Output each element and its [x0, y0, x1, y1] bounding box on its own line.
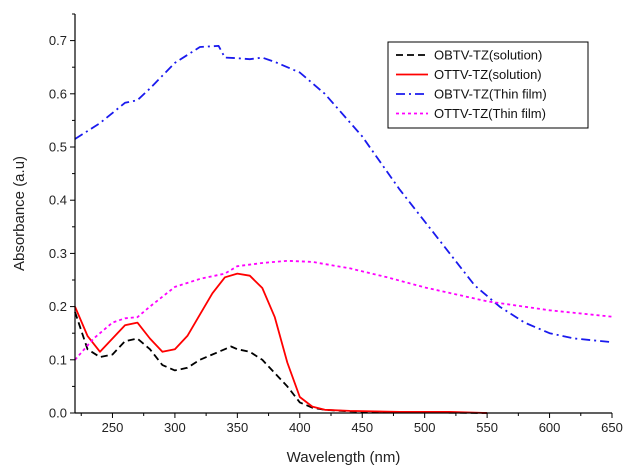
x-tick-label: 550 [476, 420, 498, 435]
axes [74, 14, 612, 414]
y-tick-label: 0.4 [49, 193, 67, 208]
legend-label-2: OTTV-TZ(solution) [434, 67, 542, 82]
tick-labels: 250 300 350 400 450 500 550 600 650 0.0 0.1 0.2 0.3 0… [49, 33, 623, 435]
x-tick-label: 350 [226, 420, 248, 435]
tick-marks [70, 13, 613, 418]
legend-label-4: OTTV-TZ(Thin film) [434, 106, 546, 121]
x-tick-label: 300 [164, 420, 186, 435]
series-line-2 [74, 272, 488, 414]
x-axis-label: Wavelength (nm) [287, 449, 401, 466]
x-tick-label: 600 [539, 420, 561, 435]
x-tick-label: 650 [601, 420, 623, 435]
y-tick-label: 0.6 [49, 86, 67, 101]
y-tick-label: 0.5 [49, 140, 67, 155]
x-tick-label: 250 [102, 420, 124, 435]
y-axis-label: Absorbance (a.u) [11, 156, 28, 271]
x-tick-label: 500 [414, 420, 436, 435]
y-tick-label: 0.0 [49, 406, 67, 421]
series-line-3 [74, 45, 613, 344]
legend: OBTV-TZ(solution) OTTV-TZ(solution) OBTV-T… [387, 41, 589, 129]
y-tick-label: 0.1 [49, 352, 67, 367]
x-tick-label: 400 [289, 420, 311, 435]
series-lines [74, 45, 613, 414]
legend-label-1: OBTV-TZ(solution) [434, 48, 542, 63]
series-line-4 [74, 259, 613, 361]
y-tick-label: 0.3 [49, 246, 67, 261]
legend-label-3: OBTV-TZ(Thin film) [434, 87, 547, 102]
y-tick-label: 0.7 [49, 33, 67, 48]
y-tick-label: 0.2 [49, 299, 67, 314]
x-tick-label: 450 [351, 420, 373, 435]
series-line-1 [74, 311, 488, 414]
legend-box [387, 41, 589, 129]
